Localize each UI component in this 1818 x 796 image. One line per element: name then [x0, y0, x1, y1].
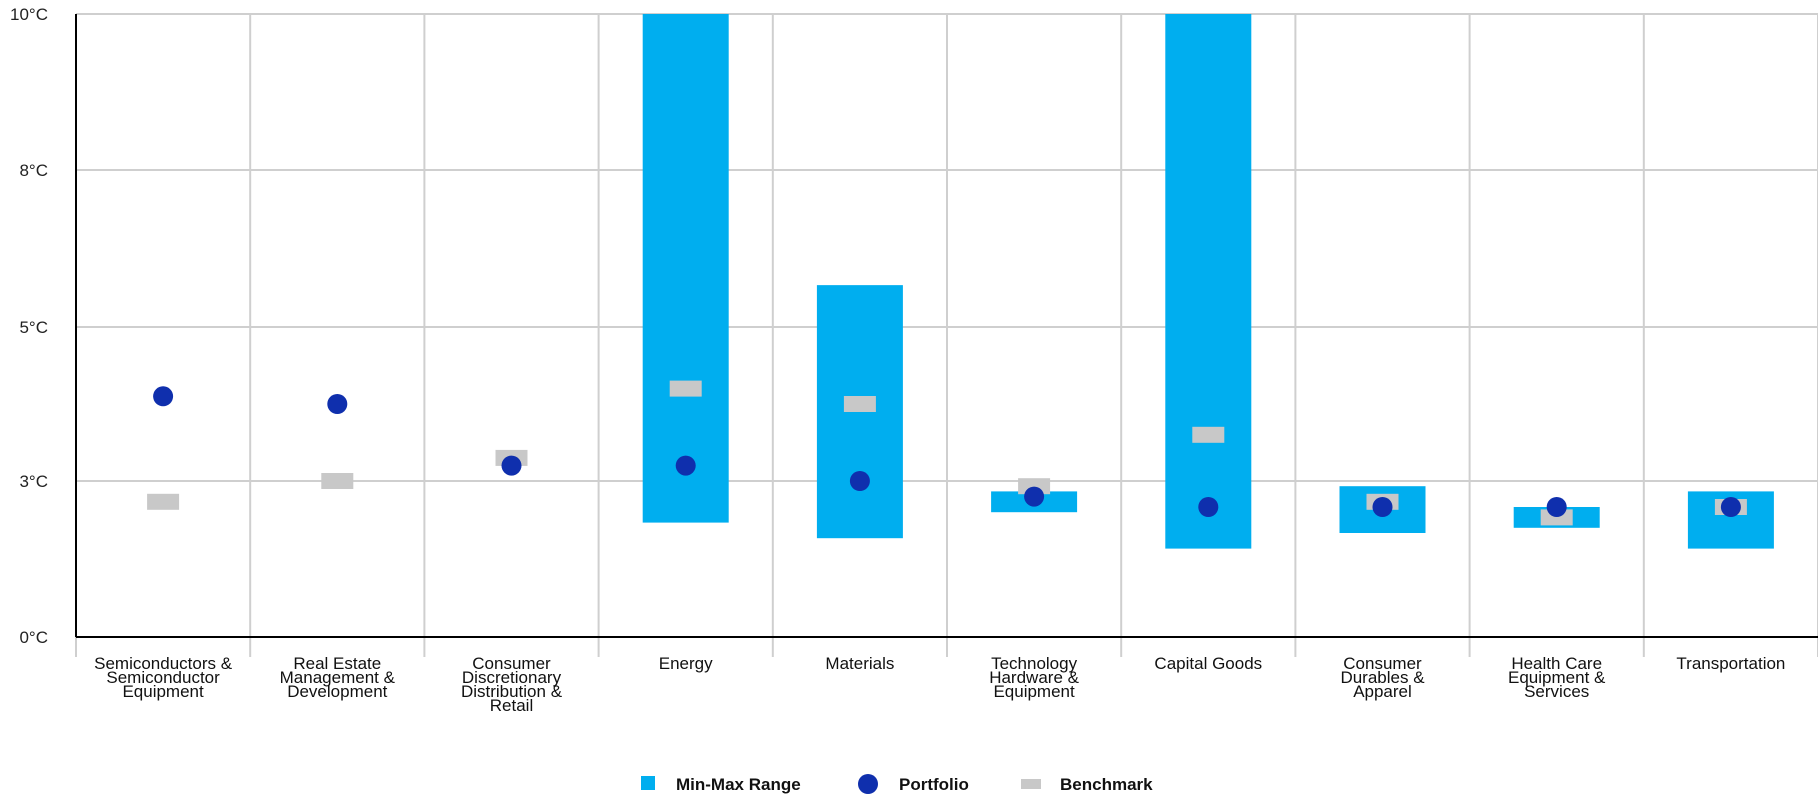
x-category-label: Real Estate Management & Development: [280, 654, 396, 701]
x-category-label: Semiconductors & Semiconductor Equipment: [94, 654, 233, 701]
legend-label: Min-Max Range: [676, 775, 801, 794]
benchmark-marker: [1540, 509, 1573, 526]
portfolio-marker: [1720, 497, 1741, 517]
legend-label: Portfolio: [899, 775, 969, 794]
y-tick-label: 5°C: [19, 318, 48, 337]
portfolio-marker: [153, 386, 174, 407]
portfolio-series: [153, 386, 1741, 517]
portfolio-marker: [501, 455, 522, 476]
portfolio-marker: [849, 471, 870, 491]
y-tick-label: 10°C: [10, 5, 48, 24]
portfolio-marker: [675, 455, 696, 476]
y-tick-label: 8°C: [19, 161, 48, 180]
x-axis-category-labels: Semiconductors & Semiconductor Equipment Re…: [94, 654, 1785, 715]
legend-swatch-bar: [1021, 779, 1041, 789]
x-category-label: Consumer Durables & Apparel: [1340, 654, 1425, 701]
legend-swatch-circle: [858, 774, 878, 794]
y-tick-label: 3°C: [19, 472, 48, 491]
x-category-label: Materials: [825, 654, 894, 673]
benchmark-marker: [1018, 478, 1051, 495]
portfolio-marker: [327, 394, 348, 414]
x-category-label: Technology Hardware & Equipment: [989, 654, 1079, 701]
benchmark-marker: [669, 380, 702, 397]
benchmark-marker: [147, 493, 180, 510]
y-axis-tick-labels: 0°C 3°C 5°C 8°C 10°C: [10, 5, 48, 647]
x-category-label: Health Care Equipment & Services: [1508, 654, 1606, 701]
min-max-range-bar: [642, 14, 729, 523]
benchmark-marker: [843, 396, 876, 412]
y-tick-label: 0°C: [19, 628, 48, 647]
portfolio-marker: [1024, 486, 1045, 507]
min-max-range-series: [642, 14, 1774, 549]
x-category-label: Consumer Discretionary Distribution & Retai…: [461, 654, 563, 715]
portfolio-marker: [1372, 497, 1393, 517]
x-category-label: Capital Goods: [1154, 654, 1262, 673]
legend: Min-Max Range Portfolio Benchmark: [641, 774, 1153, 794]
benchmark-series: [147, 380, 1747, 526]
portfolio-marker: [1546, 497, 1567, 517]
benchmark-marker: [321, 473, 354, 489]
portfolio-marker: [1198, 497, 1219, 517]
grid-lines: [75, 13, 1818, 657]
axes: [75, 14, 1818, 638]
benchmark-marker: [1192, 426, 1225, 443]
legend-label: Benchmark: [1060, 775, 1153, 794]
min-max-range-bar: [1165, 14, 1252, 549]
legend-swatch-square: [641, 776, 655, 790]
x-category-label: Energy: [659, 654, 713, 673]
x-category-label: Transportation: [1676, 654, 1785, 673]
